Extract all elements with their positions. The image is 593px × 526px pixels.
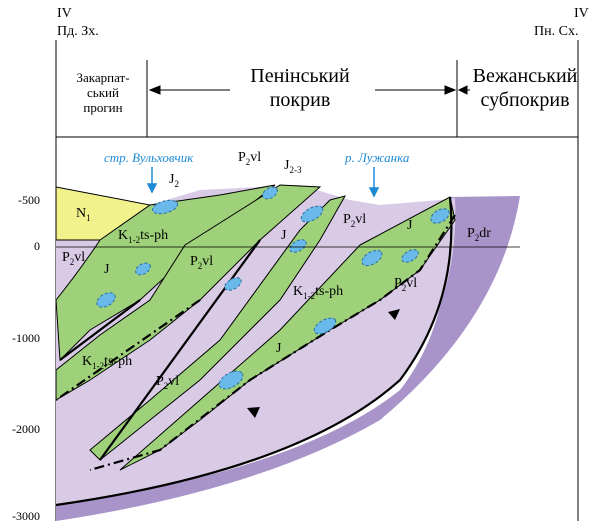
unit-k-b-label: K1-2ts-ph [293,284,343,301]
zone-left-line1: Закарпат- [76,70,130,85]
unit-k-c-label: K1-2ts-ph [82,354,132,371]
k-c-main: K [82,354,93,369]
p2vl-e-main: P [156,374,164,389]
depth-tick-label: -2000 [12,422,40,436]
k-b-main: K [293,284,304,299]
unit-k-a-label: K1-2ts-ph [118,228,168,245]
unit-j-b-label: J [281,228,287,243]
unit-j23-label: J2-3 [284,158,301,175]
k-c-sub: 1-2 [92,360,105,371]
left-direction-label: Пд. Зх. [57,24,99,39]
unit-j-c-label: J [407,218,413,233]
k-b-tail: ts-ph [315,284,344,299]
k-b-sub: 1-2 [303,290,316,301]
zone-right-line1: Вежанський [472,65,578,87]
thrust-arrow-2 [247,407,260,418]
zone-arrows [148,85,470,95]
n1-sub: 1 [86,212,91,223]
p2vl-c-main: P [190,254,198,269]
unit-j-a-label: J [104,262,110,277]
zone-center-line2: покрив [269,89,331,111]
p2vl-b-main: P [62,250,70,265]
zone-left-line2: ський [87,85,119,100]
p2vl-d-sub: 2 [401,282,407,293]
p2dr-sub: 2 [474,232,480,243]
right-section-marker: IV [574,6,589,21]
p2dr-tail: dr [479,226,491,241]
k-a-sub: 1-2 [128,234,141,245]
j23-sub: 2-3 [289,164,302,175]
k-a-tail: ts-ph [140,228,169,243]
unit-p2vl-b-label: P2vl [62,250,85,267]
n1-main: N [76,206,87,221]
unit-p2vl-a-label: P2vl [343,212,366,229]
p2vl-d-main: P [394,276,402,291]
depth-tick-label: -3000 [12,509,40,523]
p2vl-b-sub: 2 [69,256,75,267]
depth-tick-label: 0 [34,239,40,253]
p2vl-d-tail: vl [406,276,418,291]
river-vulkhovchyk-label: стр. Вульховчик [104,150,194,165]
zone-peninsky-label: Пенінський покрив [225,64,375,112]
j2-sub: 2 [174,178,179,189]
thrust-faults [55,196,456,507]
right-direction-label: Пн. Сх. [534,24,579,39]
p2vl-e-tail: vl [168,374,180,389]
river-markers [146,167,380,198]
p2vl-a-tail: vl [355,212,367,227]
p2vl-top-main: P [238,150,246,165]
k-c-tail: ts-ph [104,354,133,369]
depth-tick-label: -500 [18,193,40,207]
unit-j-d-label: J [276,341,282,356]
j-lenses [96,186,450,390]
p2vl-top-tail: vl [250,150,262,165]
zone-center-line1: Пенінський [250,65,350,87]
unit-p2vl-top-label: P2vl [238,150,261,167]
p2vl-b-tail: vl [74,250,86,265]
unit-j2-label: J2 [169,172,179,189]
p2dr-unit [56,196,520,521]
left-section-marker: IV [57,6,72,21]
p2vl-c-sub: 2 [197,260,203,271]
zone-zakarpattia-label: Закарпат- ський прогин [62,70,144,115]
zone-vezhansky-label: Вежанський субпокрив [462,64,588,112]
j23-main: J [284,158,290,173]
unit-p2vl-c-label: P2vl [190,254,213,271]
unit-p2vl-e-label: P2vl [156,374,179,391]
p2dr-main: P [467,226,475,241]
zone-right-line2: субпокрив [480,89,570,111]
p2vl-top-sub: 2 [245,156,251,167]
k-a-main: K [118,228,129,243]
j2-main: J [169,172,175,187]
p2vl-a-main: P [343,212,351,227]
unit-p2dr-label: P2dr [467,226,491,243]
unit-n1-label: N1 [76,206,91,223]
river-luzhanka-label: р. Лужанка [345,150,410,165]
unit-p2vl-d-label: P2vl [394,276,417,293]
thrust-arrow-1 [388,309,400,320]
depth-tick-label: -1000 [12,331,40,345]
zone-left-line3: прогин [83,100,123,115]
p2vl-c-tail: vl [202,254,214,269]
p2vl-e-sub: 2 [163,380,169,391]
p2vl-a-sub: 2 [350,218,356,229]
